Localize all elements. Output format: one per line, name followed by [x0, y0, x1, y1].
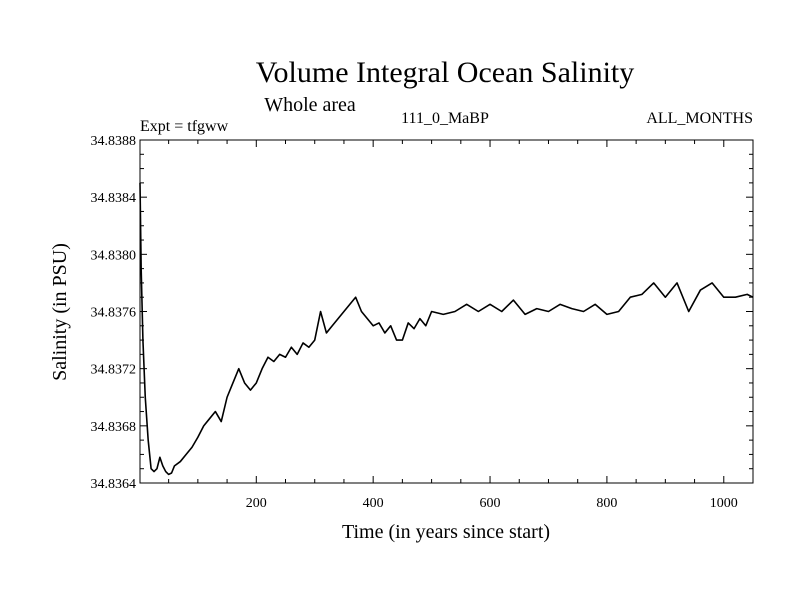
months-label: ALL_MONTHS — [646, 110, 753, 127]
y-tick-label: 34.8388 — [91, 134, 137, 149]
y-tick-label: 34.8384 — [91, 191, 137, 206]
plot-frame — [139, 139, 754, 484]
y-axis: 34.8364 34.8368 34.8372 34.8376 34.8380 34.83… — [91, 134, 753, 492]
y-tick-label: 34.8376 — [91, 306, 137, 321]
chart-title: Volume Integral Ocean Salinity — [256, 56, 635, 89]
x-tick-label: 400 — [363, 496, 384, 511]
experiment-label: Expt = tfgww — [140, 118, 229, 135]
y-tick-label: 34.8380 — [91, 248, 137, 263]
x-tick-label: 800 — [596, 496, 617, 511]
x-axis: 200 400 600 800 1000 — [168, 140, 754, 511]
chart-subtitle: Whole area — [264, 94, 356, 116]
x-axis-label: Time (in years since start) — [342, 521, 550, 543]
y-tick-label: 34.8364 — [91, 477, 137, 492]
y-axis-label: Salinity (in PSU) — [49, 243, 71, 381]
period-label: 111_0_MaBP — [401, 110, 489, 127]
x-tick-label: 600 — [480, 496, 501, 511]
salinity-series-line — [139, 182, 754, 476]
x-tick-label: 1000 — [710, 496, 738, 511]
y-tick-label: 34.8372 — [91, 363, 137, 378]
x-tick-label: 200 — [246, 496, 267, 511]
y-tick-label: 34.8368 — [91, 420, 137, 435]
